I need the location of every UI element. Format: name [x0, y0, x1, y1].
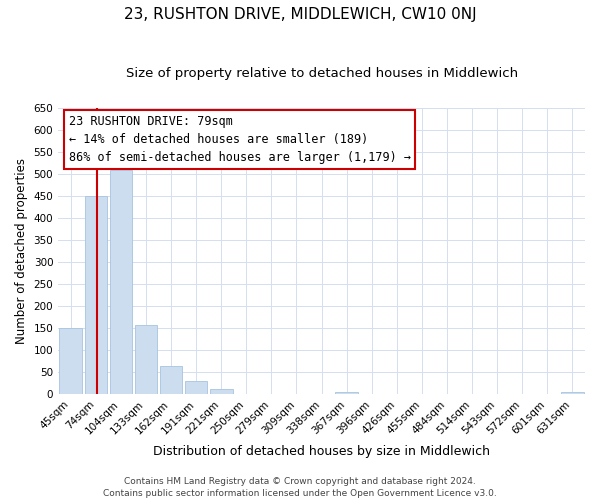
Bar [160, 366, 182, 394]
Y-axis label: Number of detached properties: Number of detached properties [15, 158, 28, 344]
Bar [59, 328, 82, 394]
Bar [185, 381, 208, 394]
Bar [335, 392, 358, 394]
Bar [561, 392, 584, 394]
Bar [85, 196, 107, 394]
Bar [134, 325, 157, 394]
Text: Contains HM Land Registry data © Crown copyright and database right 2024.
Contai: Contains HM Land Registry data © Crown c… [103, 476, 497, 498]
Text: 23, RUSHTON DRIVE, MIDDLEWICH, CW10 0NJ: 23, RUSHTON DRIVE, MIDDLEWICH, CW10 0NJ [124, 8, 476, 22]
Title: Size of property relative to detached houses in Middlewich: Size of property relative to detached ho… [125, 68, 518, 80]
Text: 23 RUSHTON DRIVE: 79sqm
← 14% of detached houses are smaller (189)
86% of semi-d: 23 RUSHTON DRIVE: 79sqm ← 14% of detache… [69, 115, 411, 164]
Bar [210, 389, 233, 394]
X-axis label: Distribution of detached houses by size in Middlewich: Distribution of detached houses by size … [153, 444, 490, 458]
Bar [110, 170, 132, 394]
